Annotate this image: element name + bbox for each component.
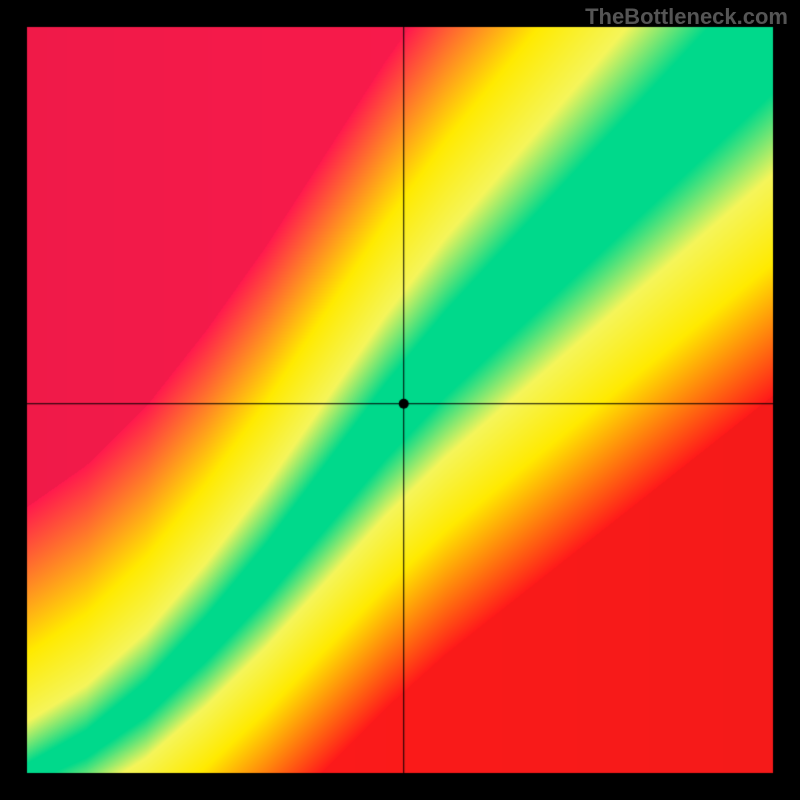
heatmap-canvas [0,0,800,800]
chart-container: TheBottleneck.com [0,0,800,800]
watermark-text: TheBottleneck.com [585,4,788,30]
